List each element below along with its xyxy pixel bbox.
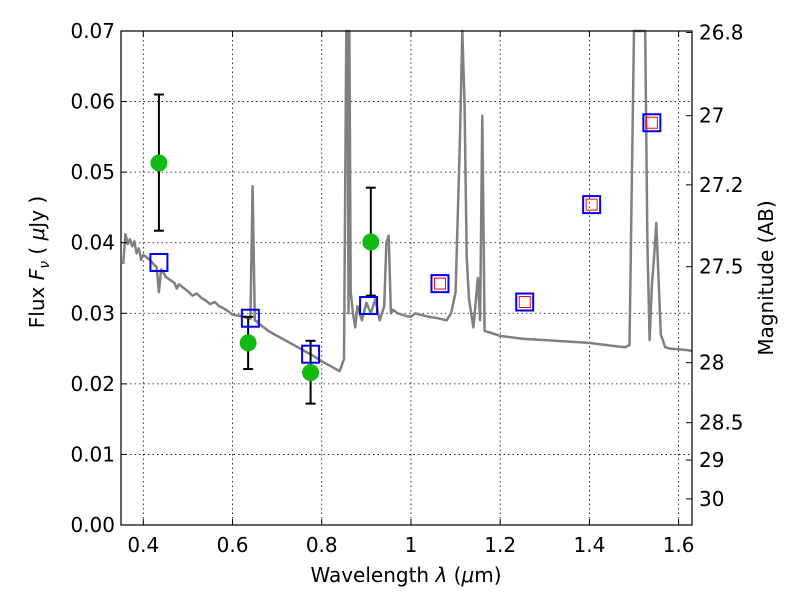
observed-point [239, 334, 257, 352]
model-point [582, 195, 602, 215]
observed-point [150, 154, 168, 172]
model-point-inner [585, 198, 598, 211]
y-tick-label: 0.06 [70, 90, 115, 114]
x-axis-title: Wavelength λ (μm) [310, 563, 501, 587]
y-tick-label: 0.04 [70, 231, 115, 255]
y-axis-title: Flux Fν ( μJy ) [25, 196, 53, 328]
axes: 0.4 0.6 0.8 1 1.2 1.4 1.6 0.00 0.01 0.02 0.03 0.04 0… [70, 19, 743, 557]
model-point [642, 113, 662, 133]
model-point-inner [645, 116, 658, 129]
x-tick-label: 1 [405, 533, 418, 557]
y2-tick-label: 30 [699, 487, 724, 511]
y2-tick-label: 27 [699, 104, 724, 128]
x-tick-label: 1.4 [573, 533, 605, 557]
model-point [515, 292, 535, 312]
y2-tick-label: 26.8 [699, 20, 744, 44]
y-tick-label: 0.01 [70, 442, 115, 466]
y2-tick-label: 28.5 [699, 411, 744, 435]
observed-point [302, 364, 320, 382]
model-point [240, 308, 260, 328]
model-point [149, 252, 169, 272]
x-tick-label: 0.4 [127, 533, 159, 557]
plot-frame [120, 30, 693, 526]
y2-tick-label: 28 [699, 351, 724, 375]
x-tick-label: 0.6 [217, 533, 249, 557]
y2-tick-label: 27.2 [699, 173, 744, 197]
model-point-inner [433, 277, 446, 290]
y-tick-label: 0.05 [70, 160, 115, 184]
model-point [301, 344, 321, 364]
model-point [430, 274, 450, 294]
y2-axis-title: Magnitude (AB) [754, 200, 778, 355]
x-tick-label: 0.8 [306, 533, 338, 557]
observed-point [362, 233, 380, 251]
model-point [359, 296, 379, 316]
y-tick-label: 0.07 [70, 19, 115, 43]
y2-tick-label: 27.5 [699, 255, 744, 279]
x-tick-label: 1.6 [663, 533, 695, 557]
model-point-inner [518, 295, 531, 308]
plot-area [121, 29, 693, 405]
spectrum-line [121, 29, 693, 373]
x-tick-label: 1.2 [484, 533, 516, 557]
y2-tick-label: 29 [699, 448, 724, 472]
y-tick-label: 0.03 [70, 301, 115, 325]
y-tick-label: 0.02 [70, 372, 115, 396]
y-tick-label: 0.00 [70, 513, 115, 537]
